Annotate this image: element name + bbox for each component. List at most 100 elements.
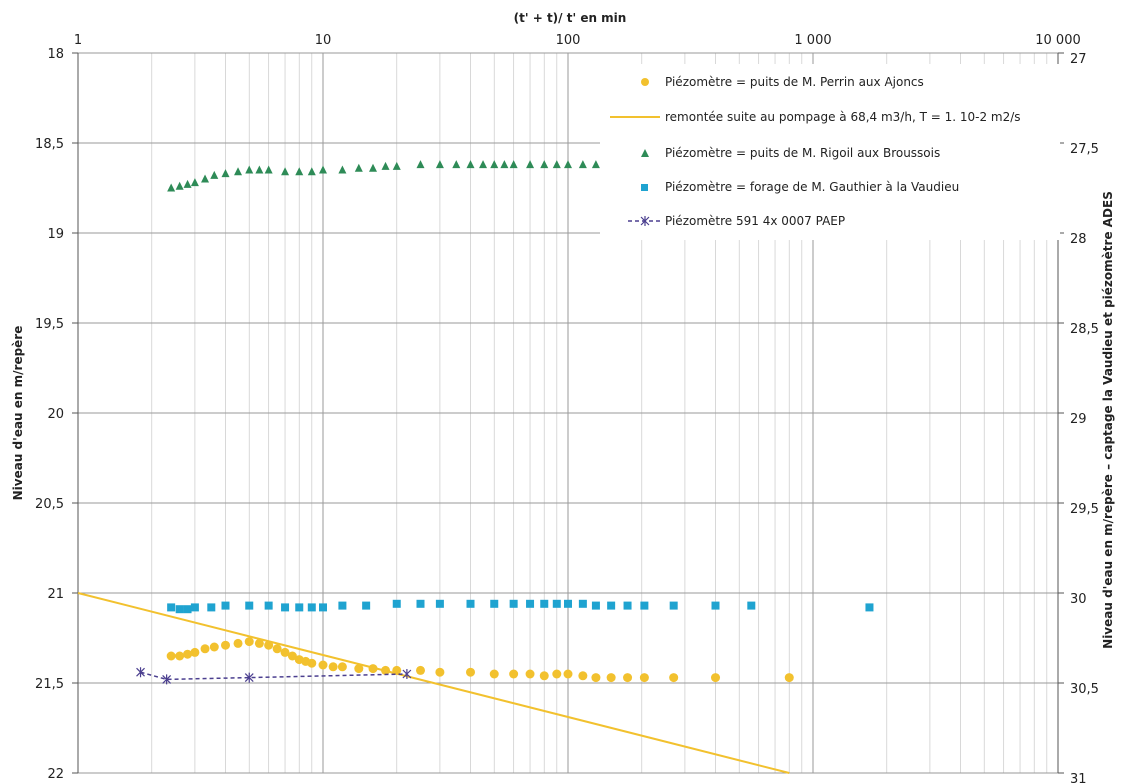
data-point-rigoil [201,174,210,183]
data-point-rigoil [540,160,549,169]
data-point-perrin [415,665,425,675]
x-tick-label: 10 [315,33,332,48]
data-point-rigoil [210,170,219,179]
data-point-perrin [591,673,601,683]
data-point-gauthier [175,605,184,614]
y-tick-label: 20 [47,407,64,422]
y2-tick-label: 30 [1070,592,1087,607]
series-line-remontee [77,592,790,774]
data-point-perrin [639,673,649,683]
data-point-perrin [166,651,176,661]
y-tick-label: 18 [47,47,64,62]
data-point-rigoil [435,160,444,169]
data-point-perrin [200,644,210,654]
data-point-gauthier [435,599,444,608]
data-point-rigoil [221,169,230,178]
data-point-perrin [578,671,588,681]
data-point-gauthier [362,601,371,610]
data-point-gauthier [207,603,216,612]
data-point-gauthier [552,599,561,608]
legend-swatch-rigoil [641,149,649,157]
data-point-rigoil [578,160,587,169]
data-point-gauthier [416,599,425,608]
data-point-gauthier [167,603,176,612]
data-point-gauthier [711,601,720,610]
x-tick-label: 100 [556,33,581,48]
data-point-rigoil [338,165,347,174]
y2-tick-label: 31 [1070,772,1087,784]
data-point-gauthier [509,599,518,608]
data-point-gauthier [526,599,535,608]
x-tick-label: 10 000 [1035,33,1081,48]
data-point-perrin [254,638,264,648]
data-point-perrin [509,669,519,679]
data-point-rigoil [500,160,509,169]
data-point-paep [402,669,412,679]
y2-tick-label: 29,5 [1070,502,1099,517]
data-point-perrin [318,660,328,670]
data-point-perrin [328,662,338,672]
data-point-rigoil [245,165,254,174]
data-point-perrin [337,662,347,672]
y2-tick-label: 29 [1070,412,1087,427]
legend-label-rigoil: Piézomètre = puits de M. Rigoil aux Brou… [665,146,940,160]
legend-label-perrin: Piézomètre = puits de M. Perrin aux Ajon… [665,75,924,89]
data-point-gauthier [295,603,304,612]
data-point-rigoil [526,160,535,169]
legend-label-gauthier: Piézomètre = forage de M. Gauthier à la … [665,180,959,194]
y2-axis-title: Niveau d'eau en m/repère – captage la Va… [1101,191,1115,649]
y-tick-label: 22 [47,767,64,782]
data-point-perrin [244,637,254,647]
legend-swatch-paep-marker [640,216,650,226]
data-point-gauthier [640,601,649,610]
data-point-rigoil [264,165,273,174]
data-point-gauthier [307,603,316,612]
data-point-gauthier [669,601,678,610]
y-tick-label: 21 [47,587,64,602]
data-point-perrin [287,651,297,661]
data-point-gauthier [190,603,199,612]
x-tick-label: 1 000 [794,33,831,48]
plot-area [77,160,874,774]
data-point-perrin [525,669,535,679]
data-point-rigoil [354,163,363,172]
y2-tick-label: 28,5 [1070,322,1099,337]
data-point-rigoil [392,161,401,170]
data-point-perrin [175,651,185,661]
legend-swatch-gauthier [641,184,648,191]
data-point-rigoil [381,161,390,170]
data-point-rigoil [167,183,176,192]
y-tick-label: 18,5 [35,137,64,152]
data-point-gauthier [490,599,499,608]
data-point-gauthier [607,601,616,610]
data-point-gauthier [338,601,347,610]
data-point-gauthier [183,605,192,614]
data-point-gauthier [221,601,230,610]
y2-tick-label: 28 [1070,232,1087,247]
data-point-gauthier [540,599,549,608]
data-point-rigoil [190,178,199,187]
data-point-paep [244,672,254,683]
legend: Piézomètre = puits de M. Perrin aux Ajon… [600,64,1060,240]
data-point-perrin [669,673,679,683]
tick-labels: 1 10 100 1 000 10 000 18 18,5 19 19,5 20 20,5 21 21,… [35,33,1099,784]
data-point-rigoil [509,160,518,169]
data-point-gauthier [865,603,874,612]
data-point-gauthier [747,601,756,610]
data-point-paep [162,674,172,685]
y-tick-label: 21,5 [35,677,64,692]
data-point-perrin [552,669,562,679]
data-point-rigoil [234,167,243,176]
data-point-gauthier [466,599,475,608]
data-point-perrin [563,669,573,679]
data-point-rigoil [183,179,192,188]
data-point-gauthier [591,601,600,610]
data-point-gauthier [623,601,632,610]
legend-label-remontee: remontée suite au pompage à 68,4 m3/h, T… [665,110,1021,124]
data-point-gauthier [392,599,401,608]
data-point-perrin [711,673,721,683]
legend-label-paep: Piézomètre 591 4x 0007 PAEP [665,214,845,228]
data-point-perrin [307,658,317,668]
data-point-rigoil [479,160,488,169]
